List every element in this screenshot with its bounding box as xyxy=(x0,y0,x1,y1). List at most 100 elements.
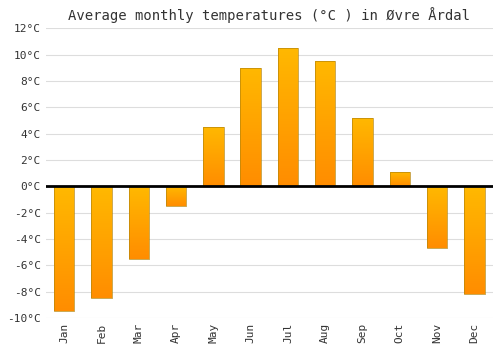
Bar xyxy=(315,103,336,104)
Bar xyxy=(315,82,336,84)
Bar xyxy=(91,240,112,241)
Bar xyxy=(278,52,298,54)
Bar xyxy=(278,55,298,56)
Bar xyxy=(54,194,74,195)
Bar xyxy=(54,201,74,203)
Bar xyxy=(54,245,74,246)
Bar xyxy=(91,250,112,251)
Bar xyxy=(427,194,448,195)
Bar xyxy=(54,229,74,230)
Bar xyxy=(203,159,224,160)
Bar xyxy=(128,243,149,244)
Bar xyxy=(240,176,261,177)
Bar xyxy=(278,159,298,160)
Bar xyxy=(128,217,149,218)
Bar xyxy=(91,294,112,295)
Bar xyxy=(427,225,448,226)
Bar xyxy=(427,217,448,218)
Bar xyxy=(203,127,224,186)
Bar xyxy=(352,140,373,141)
Bar xyxy=(315,97,336,99)
Bar xyxy=(91,249,112,250)
Bar xyxy=(278,141,298,142)
Bar xyxy=(315,161,336,162)
Bar xyxy=(464,208,484,209)
Bar xyxy=(315,176,336,177)
Bar xyxy=(464,286,484,287)
Bar xyxy=(427,227,448,228)
Bar xyxy=(278,142,298,144)
Bar xyxy=(427,234,448,235)
Bar xyxy=(315,122,336,124)
Bar xyxy=(240,182,261,183)
Bar xyxy=(54,267,74,269)
Bar xyxy=(203,133,224,134)
Bar xyxy=(240,164,261,165)
Bar xyxy=(203,154,224,155)
Bar xyxy=(427,190,448,191)
Bar xyxy=(352,133,373,134)
Bar xyxy=(464,251,484,252)
Bar xyxy=(54,235,74,236)
Bar xyxy=(464,285,484,286)
Bar xyxy=(203,185,224,186)
Bar xyxy=(54,280,74,281)
Bar xyxy=(203,129,224,130)
Bar xyxy=(54,205,74,206)
Bar xyxy=(464,293,484,294)
Bar xyxy=(54,298,74,299)
Bar xyxy=(91,234,112,236)
Bar xyxy=(352,150,373,151)
Bar xyxy=(91,219,112,220)
Bar xyxy=(128,198,149,199)
Bar xyxy=(464,278,484,279)
Bar xyxy=(315,88,336,89)
Bar xyxy=(240,84,261,85)
Bar xyxy=(427,186,448,248)
Bar xyxy=(427,200,448,201)
Bar xyxy=(54,214,74,215)
Bar xyxy=(203,161,224,162)
Bar xyxy=(315,100,336,101)
Bar xyxy=(203,164,224,165)
Bar xyxy=(203,178,224,179)
Bar xyxy=(91,293,112,294)
Bar xyxy=(464,224,484,225)
Bar xyxy=(54,270,74,271)
Bar xyxy=(352,167,373,168)
Bar xyxy=(91,297,112,298)
Bar xyxy=(278,182,298,183)
Bar xyxy=(315,76,336,77)
Bar xyxy=(128,226,149,227)
Bar xyxy=(91,222,112,223)
Bar xyxy=(464,226,484,227)
Bar xyxy=(315,168,336,169)
Bar xyxy=(464,227,484,228)
Bar xyxy=(464,277,484,278)
Bar xyxy=(91,192,112,193)
Bar xyxy=(352,119,373,120)
Bar xyxy=(315,185,336,186)
Bar xyxy=(390,172,410,186)
Bar xyxy=(315,120,336,121)
Bar xyxy=(315,140,336,141)
Bar xyxy=(278,152,298,153)
Bar xyxy=(240,118,261,119)
Bar xyxy=(203,134,224,135)
Bar xyxy=(128,195,149,196)
Bar xyxy=(91,206,112,208)
Bar xyxy=(91,238,112,239)
Bar xyxy=(240,74,261,75)
Bar xyxy=(427,219,448,220)
Bar xyxy=(91,187,112,189)
Bar xyxy=(278,80,298,81)
Bar xyxy=(203,144,224,145)
Bar xyxy=(54,274,74,275)
Bar xyxy=(464,244,484,245)
Bar xyxy=(315,61,336,62)
Bar xyxy=(240,110,261,112)
Bar xyxy=(240,107,261,108)
Bar xyxy=(240,101,261,102)
Bar xyxy=(315,99,336,100)
Bar xyxy=(54,250,74,251)
